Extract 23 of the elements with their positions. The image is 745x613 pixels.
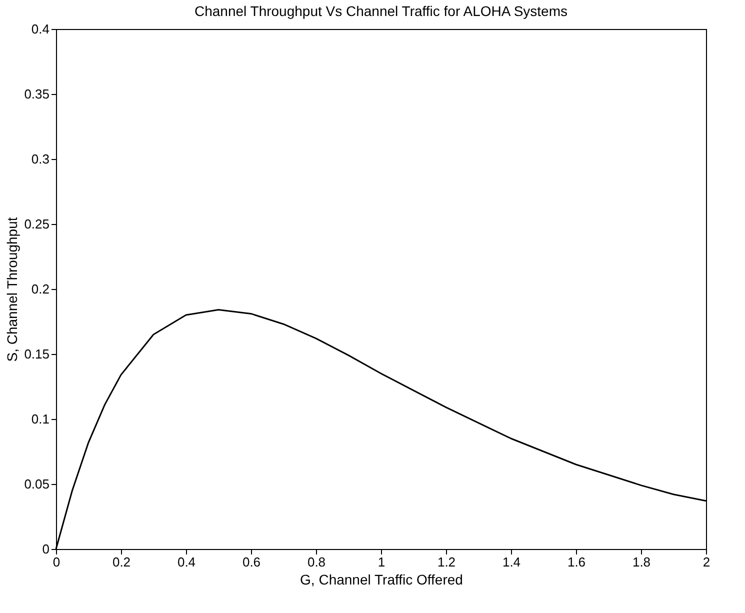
- y-tick-label: 0.25: [24, 216, 50, 232]
- y-tick-label: 0.2: [31, 282, 50, 296]
- y-tick-label: 0.4: [31, 22, 50, 36]
- x-tick-label: 2: [702, 554, 710, 570]
- y-tick-label: 0.15: [24, 346, 50, 362]
- x-tick-label: 0: [52, 554, 60, 570]
- x-tick-label: 0.4: [177, 554, 196, 570]
- chart-title: Channel Throughput Vs Channel Traffic for ALOHA Systems: [194, 3, 568, 19]
- y-tick-label: 0: [42, 542, 50, 556]
- y-tick-label: 0.05: [24, 476, 50, 492]
- x-tick-label: 0.6: [242, 554, 261, 570]
- x-tick-label: 1.8: [632, 554, 651, 570]
- x-tick-label: 1.4: [502, 554, 521, 570]
- x-tick-label: 1: [378, 554, 386, 570]
- x-tick-label: 1.6: [567, 554, 586, 570]
- y-tick-label: 0.35: [24, 86, 50, 102]
- x-tick-label: 0.2: [112, 554, 131, 570]
- x-axis-title: G, Channel Traffic Offered: [300, 572, 463, 588]
- x-tick-label: 0.8: [307, 554, 326, 570]
- x-tick-label: 1.2: [437, 554, 456, 570]
- y-axis-title: S, Channel Throughput: [4, 217, 20, 362]
- y-tick-label: 0.1: [31, 412, 50, 426]
- y-tick-label: 0.3: [31, 152, 50, 166]
